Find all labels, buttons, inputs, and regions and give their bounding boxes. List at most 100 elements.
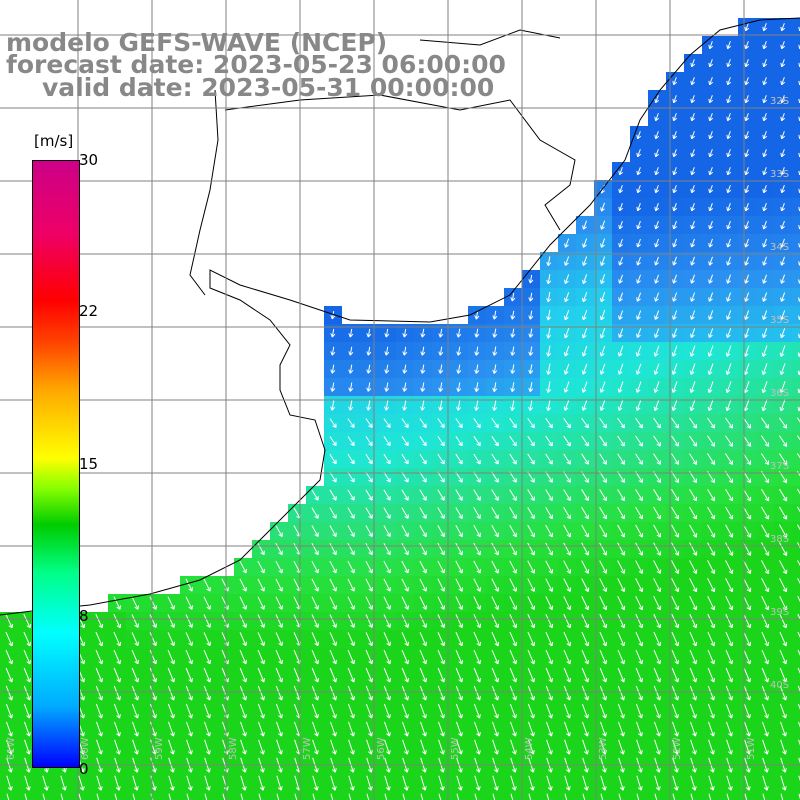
- wind-arrow: [420, 399, 426, 411]
- wind-arrow: [330, 382, 336, 392]
- sea-cell: [756, 792, 774, 800]
- wind-arrow: [437, 435, 445, 447]
- wind-arrow: [95, 631, 104, 647]
- wind-arrow: [203, 721, 211, 737]
- sea-cell: [630, 792, 648, 800]
- wind-arrow: [276, 739, 283, 755]
- wind-arrow: [23, 631, 32, 647]
- wind-arrow: [420, 328, 426, 338]
- wind-arrow: [437, 685, 445, 701]
- wind-arrow: [329, 471, 337, 483]
- wind-arrow: [275, 667, 284, 683]
- sea-cell: [576, 792, 594, 800]
- wind-arrow: [311, 667, 320, 683]
- wind-arrow: [365, 649, 374, 665]
- wind-arrow: [383, 614, 391, 628]
- wind-arrow: [365, 471, 373, 483]
- wind-arrow: [347, 543, 355, 556]
- wind-arrow: [275, 543, 283, 556]
- wind-arrow: [347, 632, 356, 647]
- wind-arrow: [401, 614, 410, 628]
- sea-cell: [18, 792, 36, 800]
- sea-cell: [792, 504, 800, 522]
- wind-arrow: [329, 596, 337, 610]
- sea-cell: [540, 792, 558, 800]
- wind-arrow: [437, 489, 445, 501]
- wind-arrow: [329, 418, 337, 428]
- sea-cell: [792, 576, 800, 594]
- wind-arrow: [383, 471, 391, 483]
- wind-arrow: [419, 596, 427, 610]
- wind-arrow: [401, 703, 409, 719]
- wind-arrow: [365, 685, 373, 701]
- wind-arrow: [239, 703, 247, 719]
- sea-cell: [774, 792, 792, 800]
- wind-arrow: [366, 346, 372, 356]
- wind-arrow: [185, 632, 194, 647]
- wind-arrow: [167, 649, 176, 665]
- wind-arrow: [329, 507, 337, 519]
- sea-cell: [792, 360, 800, 378]
- wind-arrow: [365, 721, 373, 737]
- sea-cell: [792, 180, 800, 198]
- wind-arrow: [95, 721, 103, 737]
- wind-arrow: [402, 346, 408, 356]
- sea-cell: [792, 216, 800, 234]
- wind-arrow: [294, 793, 298, 800]
- sea-cell: [792, 612, 800, 630]
- wind-arrow: [401, 471, 409, 483]
- wind-arrow: [42, 775, 49, 791]
- sea-cell: [324, 792, 342, 800]
- sea-cell: [792, 18, 800, 36]
- wind-arrow: [131, 703, 139, 719]
- wind-arrow: [437, 525, 445, 538]
- wind-arrow: [365, 453, 373, 465]
- wind-arrow: [402, 739, 409, 755]
- wind-arrow: [95, 613, 104, 629]
- wind-arrow: [437, 631, 446, 647]
- wind-arrow: [5, 667, 14, 683]
- wind-arrow: [347, 721, 355, 737]
- wind-arrow: [347, 489, 355, 501]
- wind-arrow: [311, 632, 320, 647]
- wind-arrow: [329, 614, 337, 628]
- wind-arrow: [257, 543, 265, 556]
- wind-arrow: [329, 453, 337, 465]
- wind-arrow: [5, 649, 14, 665]
- wind-arrow: [95, 667, 104, 683]
- wind-arrow: [257, 632, 266, 647]
- wind-arrow: [149, 685, 157, 701]
- wind-arrow: [419, 471, 427, 483]
- longitude-label: 52W: [672, 737, 683, 760]
- wind-arrow: [365, 578, 373, 592]
- wind-arrow: [329, 525, 337, 537]
- wind-arrow: [185, 667, 194, 683]
- wind-arrow: [24, 793, 28, 800]
- wind-arrow: [203, 649, 212, 665]
- wind-arrow: [329, 649, 338, 665]
- sea-cell: [648, 792, 666, 800]
- sea-cell: [504, 792, 522, 800]
- wind-arrow: [186, 739, 193, 755]
- wind-arrow: [348, 739, 355, 755]
- sea-cell: [450, 792, 468, 800]
- wind-arrow: [437, 578, 445, 592]
- wind-arrow: [438, 382, 444, 392]
- wind-arrow: [113, 649, 122, 665]
- wind-arrow: [348, 328, 354, 338]
- wind-arrow: [419, 507, 427, 519]
- wind-arrow: [347, 436, 355, 447]
- wind-arrow: [437, 471, 445, 483]
- wind-arrow: [258, 739, 265, 755]
- wind-arrow: [437, 418, 445, 429]
- wind-arrow: [401, 489, 409, 501]
- wind-arrow: [329, 703, 337, 719]
- wind-arrow: [366, 382, 372, 392]
- wind-arrow: [419, 721, 427, 737]
- sea-cell: [792, 72, 800, 90]
- wind-arrow: [113, 685, 121, 701]
- sea-cell: [792, 162, 800, 180]
- sea-cell: [792, 594, 800, 612]
- wind-arrow: [401, 418, 409, 428]
